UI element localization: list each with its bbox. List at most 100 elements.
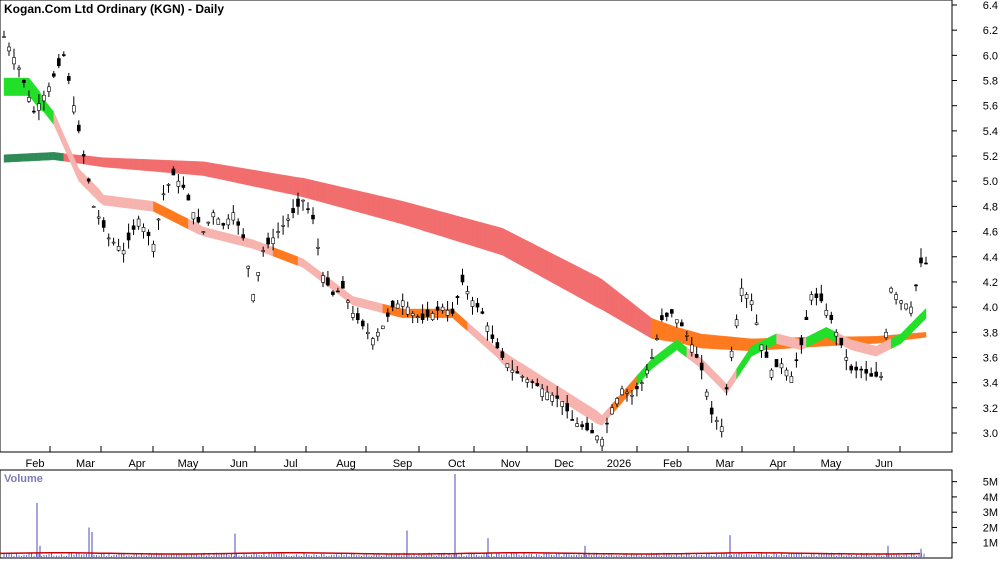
short-ribbon-segment — [397, 307, 403, 319]
candle-body — [724, 387, 729, 390]
long-ribbon-segment — [532, 243, 538, 275]
long-ribbon-segment — [581, 268, 588, 303]
long-ribbon-segment — [163, 159, 169, 173]
short-ribbon-segment — [267, 245, 274, 257]
long-ribbon-segment — [223, 164, 229, 182]
long-ribbon-segment — [716, 335, 722, 350]
candle-body — [61, 54, 66, 56]
short-ribbon-segment — [148, 200, 154, 212]
long-ribbon-segment — [492, 225, 498, 254]
candle-body — [181, 184, 186, 188]
long-ribbon-segment — [586, 271, 593, 305]
candle-body — [570, 419, 575, 421]
long-ribbon-segment — [158, 159, 164, 173]
short-ribbon-segment — [382, 303, 388, 315]
candle-body — [450, 308, 455, 314]
candle-body — [655, 338, 659, 340]
candle-body — [679, 322, 684, 327]
long-ribbon-segment — [242, 168, 249, 186]
candle-body — [77, 124, 81, 132]
candle-body — [2, 36, 6, 38]
candle-body — [919, 257, 923, 264]
candle-body — [336, 290, 340, 293]
candle-body — [101, 220, 106, 228]
candle-body — [326, 277, 330, 286]
long-ribbon-segment — [462, 217, 468, 245]
long-ribbon-segment — [43, 152, 50, 161]
candle-body — [600, 438, 604, 447]
long-ribbon-segment — [178, 160, 184, 175]
short-ribbon-segment — [242, 237, 249, 248]
candle-body — [261, 250, 266, 252]
candle-body — [116, 246, 121, 251]
price-tick-label: 4.4 — [983, 252, 998, 264]
candle-body — [714, 420, 719, 422]
candle-body — [859, 368, 864, 371]
price-tick-label: 6.2 — [983, 25, 998, 37]
long-ribbon-segment — [143, 159, 149, 172]
long-ribbon-segment — [372, 194, 378, 218]
candle-body — [67, 76, 71, 81]
candle-body — [196, 216, 201, 223]
long-ribbon-segment — [866, 336, 872, 345]
candle-body — [490, 334, 495, 339]
long-ribbon-segment — [427, 207, 433, 234]
long-ribbon-segment — [188, 160, 194, 175]
long-ribbon-segment — [656, 319, 663, 341]
long-ribbon-segment — [626, 298, 633, 328]
candle-body — [72, 105, 76, 113]
candle-body — [271, 237, 275, 244]
long-ribbon-segment — [661, 321, 667, 342]
long-ribbon-segment — [3, 154, 10, 163]
long-ribbon-segment — [332, 184, 339, 207]
long-ribbon-segment — [731, 336, 737, 351]
short-ribbon-segment — [228, 233, 234, 244]
candle-body — [500, 351, 505, 358]
candle-body — [794, 359, 799, 362]
short-ribbon-segment — [208, 228, 214, 239]
candle-body — [689, 344, 694, 353]
candle-body — [530, 381, 535, 383]
candle-body — [355, 313, 360, 320]
candle-body — [719, 426, 724, 433]
price-tick-label: 3.6 — [983, 352, 998, 364]
long-ribbon-segment — [422, 206, 428, 233]
long-ribbon-segment — [701, 333, 707, 349]
long-ribbon-segment — [611, 286, 618, 319]
short-ribbon-segment — [223, 231, 229, 243]
candle-body — [834, 331, 839, 337]
short-ribbon-segment — [13, 77, 20, 96]
candle-body — [809, 294, 814, 301]
long-ribbon-segment — [452, 214, 458, 242]
candle-body — [744, 294, 749, 299]
price-tick-label: 5.2 — [983, 151, 998, 163]
long-ribbon-segment — [726, 336, 732, 351]
candle-body — [894, 294, 898, 300]
long-ribbon-segment — [706, 334, 712, 349]
date-tick-label: 2026 — [607, 458, 631, 470]
volume-panel: 5M 4M 3M 2M 1M Volume — [0, 469, 998, 559]
candle-body — [445, 309, 450, 316]
long-ribbon-segment — [482, 222, 488, 251]
long-ribbon-segment — [741, 337, 747, 351]
candle-body — [121, 250, 126, 255]
candle-body — [799, 337, 804, 346]
long-ribbon-segment — [123, 158, 129, 170]
candle-body — [171, 168, 176, 176]
long-ribbon-segment — [387, 197, 393, 222]
long-ribbon-segment — [252, 169, 259, 188]
long-ribbon-segment — [13, 153, 20, 163]
candle-body — [505, 363, 510, 368]
long-ribbon-segment — [711, 334, 717, 350]
date-tick-label: Apr — [769, 458, 786, 470]
long-ribbon-segment — [357, 190, 363, 214]
long-ribbon-segment — [322, 182, 329, 205]
candle-body — [291, 208, 295, 213]
long-ribbon-segment — [347, 188, 354, 211]
candle-body — [370, 338, 375, 346]
date-tick-label: Aug — [336, 458, 356, 470]
short-ribbon-segment — [263, 243, 269, 255]
long-ribbon-segment — [78, 154, 84, 165]
candle-body — [236, 221, 240, 226]
date-tick-label: Oct — [448, 458, 465, 470]
